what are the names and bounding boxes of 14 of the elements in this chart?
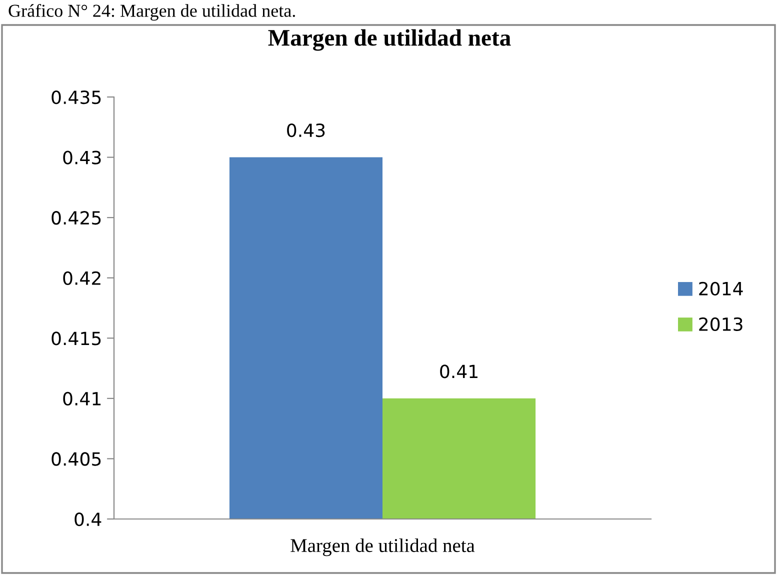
y-tick-label: 0.41 bbox=[63, 392, 101, 406]
y-tick-label: 0.43 bbox=[63, 150, 101, 164]
text: Gráfico N° 24: Margen de utilidad neta. bbox=[8, 4, 295, 21]
y-tick-label: 0.435 bbox=[52, 90, 101, 104]
y-tick-label: 0.42 bbox=[63, 271, 100, 285]
y-tick-label: 0.425 bbox=[52, 211, 101, 225]
chart-title: Margen de utilidad neta bbox=[268, 29, 511, 51]
y-tick-label: 0.405 bbox=[52, 452, 101, 466]
legend-label: 2014 bbox=[699, 282, 743, 296]
legend-label: 2013 bbox=[699, 317, 742, 332]
y-tick-label: 0.415 bbox=[52, 332, 101, 346]
y-tick-label: 0.4 bbox=[74, 512, 102, 526]
data-label: 0.43 bbox=[287, 123, 325, 138]
data-label: 0.41 bbox=[440, 364, 478, 378]
